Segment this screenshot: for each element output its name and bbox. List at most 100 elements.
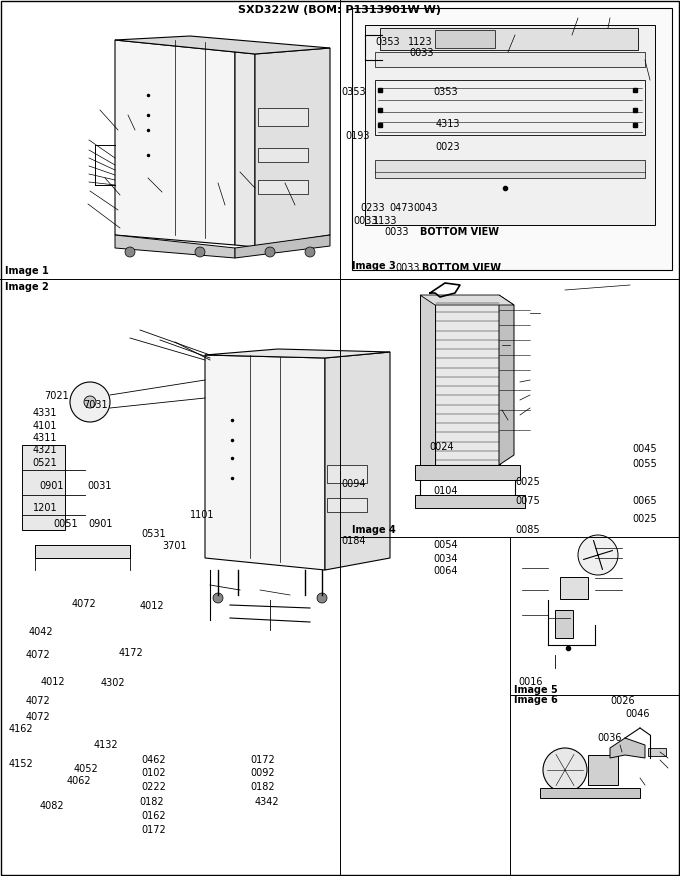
Bar	[352, 8, 672, 270]
Polygon shape	[540, 788, 640, 798]
Text: 4311: 4311	[33, 433, 57, 443]
Text: 0045: 0045	[632, 443, 657, 454]
Circle shape	[305, 247, 315, 257]
Text: Image 4: Image 4	[352, 525, 396, 535]
Bar	[555, 610, 573, 638]
Text: 0031: 0031	[87, 481, 112, 491]
Polygon shape	[115, 40, 235, 245]
Text: 0172: 0172	[250, 755, 275, 766]
Polygon shape	[415, 465, 520, 480]
Text: 0182: 0182	[250, 781, 275, 792]
Text: 4331: 4331	[33, 408, 57, 419]
Polygon shape	[420, 295, 514, 305]
Bar	[327, 498, 367, 512]
Circle shape	[543, 748, 587, 792]
Text: Image 3: Image 3	[352, 261, 396, 271]
Text: 1133: 1133	[373, 215, 397, 226]
Bar	[375, 52, 645, 67]
Polygon shape	[415, 495, 525, 508]
Text: 4342: 4342	[255, 796, 279, 807]
Text: 4101: 4101	[33, 420, 57, 431]
Text: 0033: 0033	[409, 47, 434, 58]
Text: 0026: 0026	[611, 696, 635, 706]
Polygon shape	[205, 349, 390, 358]
Text: 4082: 4082	[39, 801, 64, 811]
Text: 0065: 0065	[632, 496, 657, 506]
Text: 0353: 0353	[341, 87, 366, 97]
Text: 0102: 0102	[141, 767, 166, 778]
Text: 4072: 4072	[26, 650, 50, 661]
Text: 4042: 4042	[29, 626, 53, 637]
Bar	[380, 28, 638, 50]
Text: 0172: 0172	[141, 825, 166, 836]
Text: Image 2: Image 2	[5, 282, 49, 292]
Text: 0043: 0043	[413, 203, 438, 214]
Polygon shape	[205, 355, 325, 570]
Text: 0233: 0233	[360, 203, 385, 214]
Text: Image 1: Image 1	[5, 266, 49, 276]
Text: 0104: 0104	[434, 485, 458, 496]
Text: 4012: 4012	[41, 676, 65, 687]
Circle shape	[265, 247, 275, 257]
Text: 0182: 0182	[139, 796, 164, 807]
Bar	[435, 30, 495, 48]
Text: 4052: 4052	[73, 764, 98, 774]
Text: 0092: 0092	[250, 767, 275, 778]
Text: 4321: 4321	[33, 445, 57, 456]
Text: 0034: 0034	[434, 554, 458, 564]
Text: 4062: 4062	[67, 776, 91, 787]
Text: 0521: 0521	[33, 457, 57, 468]
Text: 4162: 4162	[8, 724, 33, 734]
Text: SXD322W (BOM: P1313901W W): SXD322W (BOM: P1313901W W)	[239, 5, 441, 15]
Text: 0051: 0051	[53, 519, 78, 529]
Text: 1201: 1201	[33, 503, 57, 513]
Text: 4302: 4302	[101, 678, 125, 689]
Text: 4072: 4072	[26, 696, 50, 706]
Circle shape	[195, 247, 205, 257]
Bar	[258, 108, 308, 126]
Text: 0222: 0222	[141, 781, 167, 792]
Text: 4132: 4132	[94, 739, 118, 750]
Text: 0033: 0033	[384, 227, 409, 237]
Text: 0901: 0901	[39, 481, 64, 491]
Text: 0046: 0046	[626, 709, 650, 719]
Circle shape	[213, 593, 223, 603]
Text: 0193: 0193	[345, 131, 370, 141]
Text: 0055: 0055	[632, 459, 657, 470]
Circle shape	[84, 396, 96, 408]
Text: 0462: 0462	[141, 755, 166, 766]
Text: 4313: 4313	[435, 119, 460, 130]
Bar	[327, 465, 367, 483]
Bar	[258, 180, 308, 194]
Text: 4012: 4012	[139, 601, 164, 611]
Text: 0094: 0094	[341, 478, 366, 489]
Bar	[375, 80, 645, 135]
Polygon shape	[499, 295, 514, 465]
Text: 1123: 1123	[408, 37, 432, 47]
Circle shape	[70, 382, 110, 422]
Text: 1101: 1101	[190, 510, 215, 520]
Bar	[365, 25, 655, 225]
Text: 7021: 7021	[44, 391, 69, 401]
Polygon shape	[115, 36, 330, 54]
Text: Image 5: Image 5	[514, 685, 558, 695]
Bar	[258, 148, 308, 162]
Text: 0023: 0023	[435, 142, 460, 152]
Text: 3701: 3701	[162, 540, 186, 551]
Text: 4072: 4072	[71, 599, 96, 610]
Text: 4152: 4152	[8, 759, 33, 769]
Text: 0054: 0054	[434, 540, 458, 550]
Text: 0025: 0025	[515, 477, 540, 487]
Text: 0901: 0901	[88, 519, 113, 529]
Text: 7031: 7031	[83, 399, 107, 410]
Text: 0531: 0531	[141, 529, 166, 540]
Bar	[588, 755, 618, 785]
Bar	[648, 748, 666, 756]
Polygon shape	[610, 738, 645, 758]
Polygon shape	[235, 52, 255, 247]
Polygon shape	[325, 352, 390, 570]
Polygon shape	[235, 235, 330, 258]
Text: 0033: 0033	[395, 263, 420, 273]
Circle shape	[317, 593, 327, 603]
Text: 0353: 0353	[434, 87, 458, 97]
